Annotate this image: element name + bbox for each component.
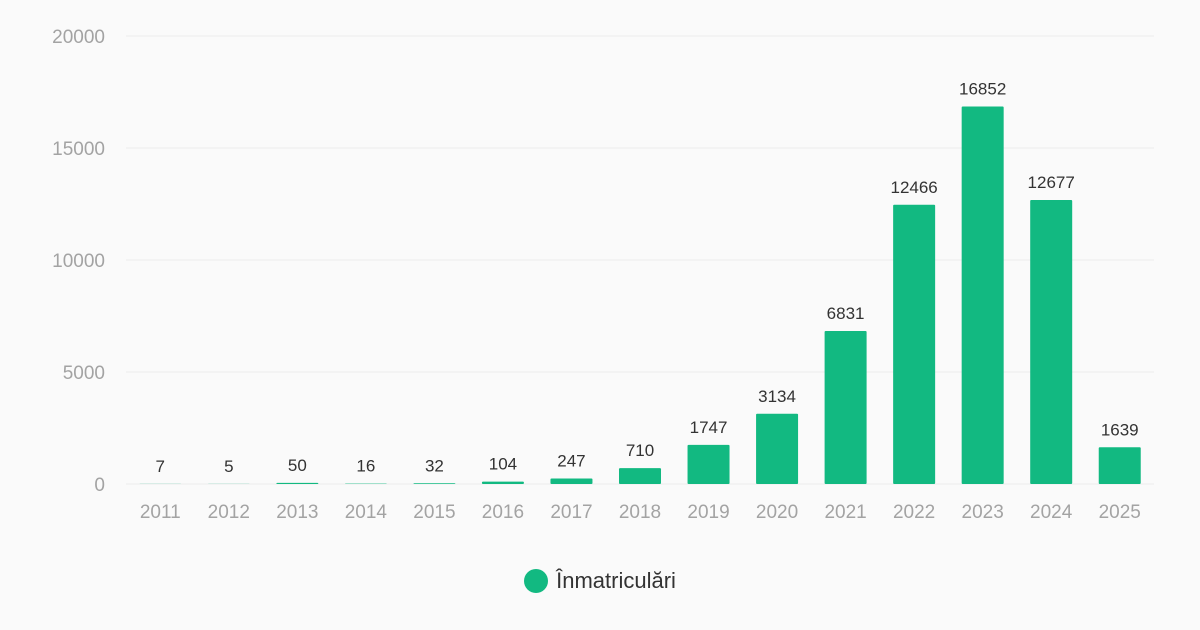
bar-2018[interactable] [619, 468, 661, 484]
x-tick-label: 2020 [756, 502, 798, 523]
data-label-2011: 7 [156, 457, 165, 476]
data-label-2014: 16 [356, 457, 375, 476]
x-tick-label: 2024 [1030, 502, 1073, 523]
data-label-2021: 6831 [827, 304, 865, 323]
data-label-2013: 50 [288, 456, 307, 475]
x-axis-ticks: 2011 2012 2013 2014 2015 2016 2017 2018 2019 2020… [140, 502, 1141, 523]
data-label-2016: 104 [489, 455, 517, 474]
legend-swatch [524, 569, 549, 593]
legend-label: Înmatriculări [556, 568, 676, 593]
x-tick-label: 2013 [276, 502, 318, 523]
bar-2015[interactable] [413, 483, 456, 484]
y-tick-label: 10000 [52, 251, 105, 272]
bar-2025[interactable] [1098, 447, 1141, 484]
x-tick-label: 2022 [893, 502, 935, 523]
bar-chart: 0 5000 10000 15000 20000 7 5 50 16 32 104 247 710 17… [52, 27, 1154, 523]
legend[interactable]: Înmatriculări [0, 568, 1200, 594]
y-tick-label: 20000 [52, 27, 105, 48]
bar-2020[interactable] [756, 413, 799, 484]
bar-2019[interactable] [687, 444, 730, 484]
x-tick-label: 2014 [345, 502, 388, 523]
x-tick-label: 2012 [208, 502, 250, 523]
bar-2024[interactable] [1030, 200, 1073, 484]
data-label-2017: 247 [557, 451, 585, 470]
y-tick-label: 15000 [52, 139, 105, 160]
data-label-2025: 1639 [1101, 420, 1139, 439]
data-label-2019: 1747 [690, 418, 728, 437]
x-tick-label: 2016 [482, 502, 524, 523]
bars [139, 106, 1141, 484]
data-labels: 7 5 50 16 32 104 247 710 1747 3134 6831 12466 16852 1… [156, 80, 1139, 476]
bar-2013[interactable] [276, 482, 319, 484]
x-tick-label: 2015 [413, 502, 455, 523]
bar-2016[interactable] [481, 481, 524, 484]
x-tick-label: 2017 [550, 502, 592, 523]
data-label-2015: 32 [425, 456, 444, 475]
x-tick-label: 2018 [619, 502, 661, 523]
x-tick-label: 2011 [140, 502, 181, 523]
x-tick-label: 2019 [687, 502, 729, 523]
y-tick-label: 0 [94, 475, 105, 496]
bar-2023[interactable] [961, 106, 1004, 484]
bar-2017[interactable] [550, 478, 593, 484]
x-tick-label: 2023 [962, 502, 1004, 523]
data-label-2018: 710 [626, 441, 654, 460]
data-label-2022: 12466 [890, 178, 937, 197]
x-tick-label: 2025 [1099, 502, 1141, 523]
y-tick-label: 5000 [63, 363, 105, 384]
bar-2022[interactable] [893, 204, 936, 484]
x-tick-label: 2021 [824, 502, 866, 523]
data-label-2024: 12677 [1028, 173, 1075, 192]
data-label-2020: 3134 [758, 387, 796, 406]
data-label-2023: 16852 [959, 80, 1006, 99]
y-axis-ticks: 0 5000 10000 15000 20000 [52, 27, 105, 496]
data-label-2012: 5 [224, 457, 233, 476]
bar-2021[interactable] [824, 330, 867, 484]
